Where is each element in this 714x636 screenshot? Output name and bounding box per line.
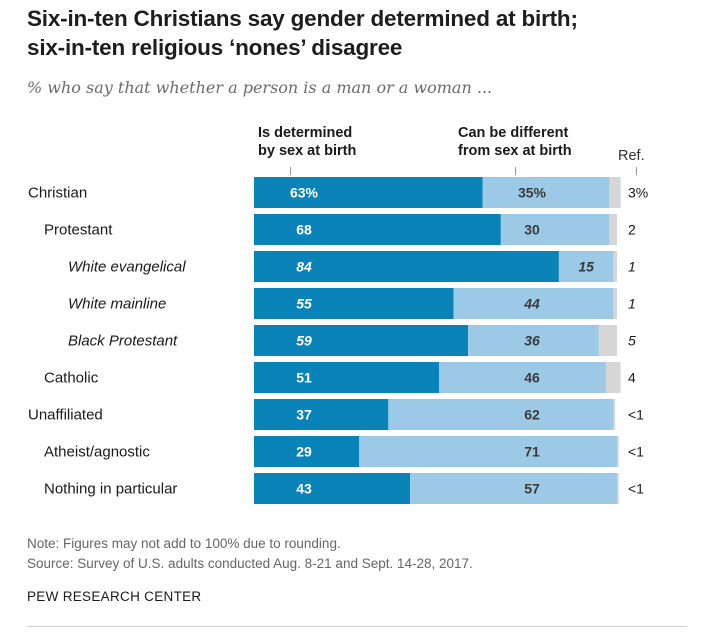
row-label: White mainline: [68, 296, 166, 313]
bar-different: [482, 177, 610, 208]
bar-refused: [613, 251, 617, 282]
bar-different: [410, 473, 617, 504]
bar-refused: [609, 177, 621, 208]
chart-title: Six-in-ten Christians say gender determi…: [27, 4, 697, 62]
value-label-refused: <1: [628, 444, 644, 460]
row-label: Christian: [28, 185, 87, 202]
title-line-2: six-in-ten religious ‘nones’ disagree: [27, 35, 403, 60]
value-label-refused: 4: [628, 370, 636, 386]
value-label-different: 71: [524, 444, 540, 460]
bar-refused: [598, 325, 617, 356]
stacked-bar-chart: Christian 63% 35% 3% Protestant 68 30 2 White ev…: [28, 177, 648, 504]
legend-tick-determined: [290, 167, 291, 175]
bar-refused: [617, 473, 619, 504]
chart-subtitle: % who say that whether a person is a man…: [27, 78, 493, 97]
value-label-refused: 1: [628, 296, 636, 312]
bar-determined: [254, 362, 440, 393]
bar-different: [439, 362, 607, 393]
bar-determined: [254, 251, 559, 282]
bar-different: [453, 288, 614, 319]
bar-determined: [254, 288, 454, 319]
value-label-different: 35%: [518, 185, 547, 201]
legend-tick-different: [515, 167, 516, 175]
bar-refused: [613, 399, 616, 430]
value-label-refused: 2: [628, 222, 636, 238]
bar-determined: [254, 177, 483, 208]
value-label-determined: 37: [296, 407, 312, 423]
value-label-different: 30: [524, 222, 540, 238]
value-label-determined: 68: [296, 222, 312, 238]
value-label-determined: 43: [296, 481, 312, 497]
legend-determined-line-1: Is determined: [258, 125, 353, 141]
value-label-refused: <1: [628, 481, 644, 497]
value-label-different: 62: [524, 407, 540, 423]
value-label-refused: <1: [628, 407, 644, 423]
brand-name: PEW RESEARCH CENTER: [27, 589, 202, 604]
bar-different: [500, 214, 610, 245]
legend-different: Can be different from sex at birth: [458, 124, 572, 160]
value-label-refused: 5: [628, 333, 636, 349]
bar-different: [468, 325, 599, 356]
bar-different: [558, 251, 614, 282]
bar-different: [388, 399, 614, 430]
legend-tick-refused: [636, 167, 637, 175]
bar-determined: [254, 325, 469, 356]
bar-determined: [254, 399, 389, 430]
legend-determined: Is determined by sex at birth: [258, 124, 356, 160]
bar-refused: [613, 288, 617, 319]
legend-different-line-2: from sex at birth: [458, 143, 572, 159]
row-label: Black Protestant: [68, 333, 178, 350]
value-label-determined: 55: [296, 296, 312, 312]
value-label-different: 44: [523, 296, 540, 312]
value-label-different: 36: [524, 333, 540, 349]
value-label-determined: 84: [296, 259, 312, 275]
value-label-refused: 1: [628, 259, 636, 275]
bar-determined: [254, 214, 501, 245]
value-label-different: 46: [524, 370, 540, 386]
value-label-determined: 51: [296, 370, 312, 386]
legend-determined-line-2: by sex at birth: [258, 143, 357, 159]
bar-refused: [617, 436, 619, 467]
row-label: Nothing in particular: [44, 481, 177, 498]
row-label: Atheist/agnostic: [44, 444, 150, 461]
row-label: White evangelical: [68, 259, 186, 276]
value-label-determined: 63%: [290, 185, 319, 201]
value-label-refused: 3%: [628, 185, 648, 201]
bar-determined: [254, 436, 360, 467]
footer-divider: [27, 626, 687, 627]
row-label: Catholic: [44, 370, 99, 387]
legend-refused: Ref.: [618, 148, 645, 164]
value-label-determined: 29: [296, 444, 312, 460]
chart-note: Note: Figures may not add to 100% due to…: [27, 536, 341, 551]
bar-determined: [254, 473, 411, 504]
value-label-different: 57: [524, 481, 540, 497]
value-label-determined: 59: [296, 333, 312, 349]
chart-source: Source: Survey of U.S. adults conducted …: [27, 556, 473, 571]
value-label-different: 15: [578, 259, 594, 275]
title-line-1: Six-in-ten Christians say gender determi…: [27, 6, 578, 31]
bar-different: [359, 436, 617, 467]
bar-refused: [606, 362, 621, 393]
bar-refused: [609, 214, 617, 245]
legend-different-line-1: Can be different: [458, 125, 569, 141]
row-label: Unaffiliated: [28, 407, 103, 424]
row-label: Protestant: [44, 222, 113, 239]
